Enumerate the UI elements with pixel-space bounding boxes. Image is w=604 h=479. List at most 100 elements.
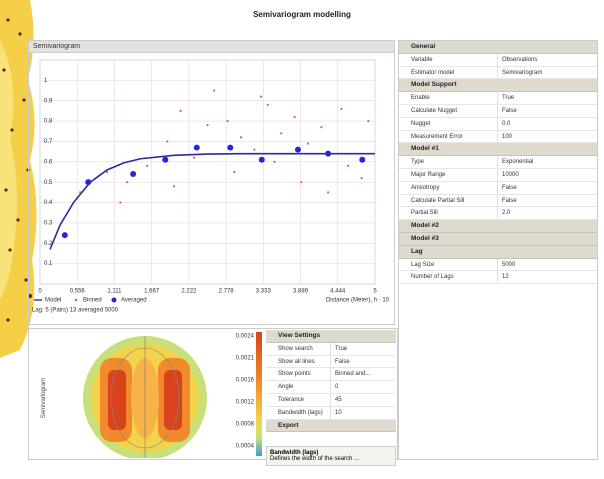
y-tick-label: 0.6 [44, 159, 53, 165]
property-name: Enable [399, 92, 498, 104]
section-header[interactable]: Model #3 [399, 233, 597, 246]
property-value: 5000 [498, 259, 515, 271]
property-name: Major Range [399, 169, 498, 181]
binned-point [327, 191, 329, 193]
averaged-point [62, 232, 68, 238]
property-name: Show search [266, 343, 331, 355]
property-name: Type [399, 156, 498, 168]
section-header[interactable]: General [399, 41, 597, 54]
binned-point [300, 181, 302, 183]
y-tick-label: 0.8 [44, 119, 53, 125]
y-tick-label: 0.3 [44, 220, 53, 226]
binned-point [213, 89, 215, 91]
help-box: Bandwidth (lags)Defines the width of the… [266, 446, 396, 466]
view-settings: View SettingsShow searchTrueShow all lin… [266, 330, 396, 460]
property-name: Angle [266, 381, 331, 393]
app-window: Semivariogram modelling Semivariogram 0.… [0, 0, 604, 479]
averaged-point [259, 157, 265, 163]
property-value: 2.0 [498, 207, 510, 219]
averaged-point [227, 145, 233, 151]
property-name: Measurement Error [399, 131, 498, 143]
property-value: 10000 [498, 169, 519, 181]
binned-point [280, 132, 282, 134]
binned-point [240, 136, 242, 138]
property-value: False [498, 182, 517, 194]
section-header[interactable]: Model Support [399, 79, 597, 92]
y-tick-label: 0.9 [44, 98, 53, 104]
y-tick-label: 0.5 [44, 180, 53, 186]
averaged-point [130, 171, 136, 177]
property-name: Variable [399, 54, 498, 66]
section-header[interactable]: View Settings [266, 330, 396, 343]
status-text: Lag: 5 (Pairs) 13 averaged 5000 [32, 308, 119, 314]
legend-symbol [112, 298, 117, 303]
binned-point [340, 108, 342, 110]
surface-map [60, 330, 230, 458]
binned-point [361, 177, 363, 179]
averaged-point [359, 157, 365, 163]
color-bar [256, 332, 262, 456]
binned-point [79, 191, 81, 193]
binned-point [180, 110, 182, 112]
property-name: Anisotropy [399, 182, 498, 194]
binned-point [273, 161, 275, 163]
scale-label: 0.0021 [236, 356, 255, 362]
x-tick-label: 2.222 [181, 289, 197, 295]
binned-point [367, 120, 369, 122]
surface-axis-label: Semivariogram [41, 368, 47, 428]
window-title: Semivariogram modelling [0, 10, 604, 19]
surface-patch [164, 370, 182, 430]
surface-patch [108, 370, 126, 430]
help-text: Defines the width of the search ... [270, 456, 392, 462]
property-value: False [331, 356, 350, 368]
property-value: Exponential [498, 156, 533, 168]
legend-label: Averaged [121, 298, 147, 304]
x-tick-label: 0 [38, 289, 42, 295]
section-header[interactable]: Model #2 [399, 220, 597, 233]
x-tick-label: 1.667 [144, 289, 160, 295]
property-name: Nugget [399, 118, 498, 130]
section-header[interactable]: Model #1 [399, 143, 597, 156]
property-value: 0.0 [498, 118, 510, 130]
y-tick-label: 0.4 [44, 200, 53, 206]
scale-label: 0.0004 [236, 444, 255, 450]
x-tick-label: 0.556 [70, 289, 86, 295]
section-header[interactable]: Export [266, 420, 396, 433]
section-header[interactable]: Lag [399, 246, 597, 259]
binned-point [233, 171, 235, 173]
property-value: False [498, 105, 517, 117]
y-tick-label: 0.1 [44, 261, 53, 267]
binned-point [106, 171, 108, 173]
x-axis-label: Distance (Meter), h · 10 [326, 298, 390, 304]
property-name: Number of Lags [399, 271, 498, 283]
property-row[interactable]: Bandwidth (lags)10 [266, 407, 396, 420]
property-name: Show all lines [266, 356, 331, 368]
scale-label: 0.0012 [236, 400, 255, 406]
property-name: Tolerance [266, 394, 331, 406]
binned-point [193, 157, 195, 159]
property-value: False [498, 195, 517, 207]
x-tick-label: 2.778 [219, 289, 235, 295]
property-name: Calculate Nugget [399, 105, 498, 117]
legend-label: Model [45, 298, 61, 304]
